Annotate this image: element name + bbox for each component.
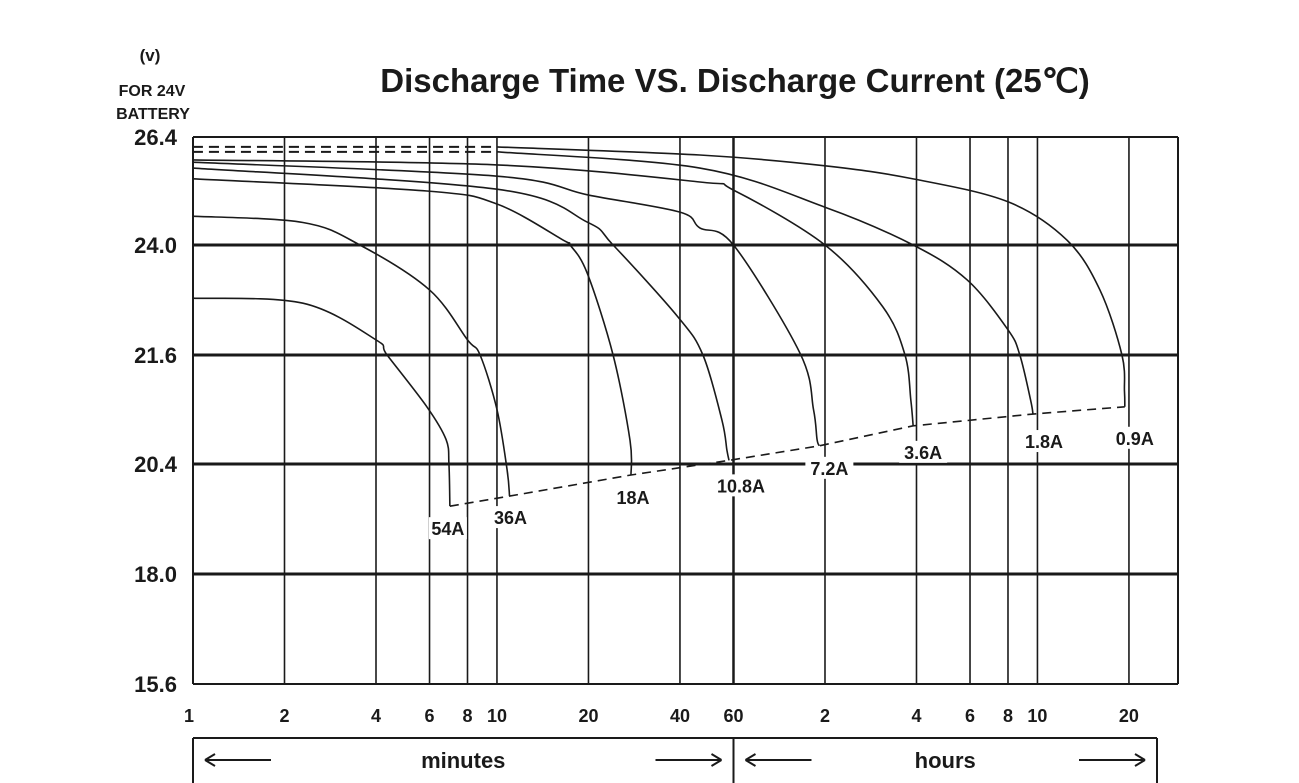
series-label-bg xyxy=(491,506,530,529)
x-tick-label: 10 xyxy=(487,706,507,726)
series-label-1.8A: 1.8A xyxy=(1025,432,1063,452)
curve-1.8A xyxy=(496,151,1034,415)
cutoff-voltage-line xyxy=(449,405,1125,507)
x-tick-label: 6 xyxy=(965,706,975,726)
y-unit-label: (v) xyxy=(140,46,161,65)
series-label-bg xyxy=(1019,430,1068,453)
grid xyxy=(192,136,1179,685)
x-tick-label: 40 xyxy=(670,706,690,726)
y-tick-label: 26.4 xyxy=(134,125,178,150)
series-label-3.6A: 3.6A xyxy=(904,443,942,463)
left-arrowhead-icon xyxy=(744,753,757,767)
y-tick-labels: 26.4 24.0 21.6 20.4 18.0 15.6 xyxy=(134,125,178,697)
curve-3.6A xyxy=(192,159,914,426)
series-label-bg xyxy=(613,486,652,508)
x-tick-label: 6 xyxy=(425,706,435,726)
series-label-bg xyxy=(805,456,854,479)
series-label-bg xyxy=(1110,426,1159,449)
curve-10.8A xyxy=(192,167,730,461)
y-tick-label: 20.4 xyxy=(134,452,178,477)
series-label-36A: 36A xyxy=(494,508,527,528)
x-tick-label: 4 xyxy=(911,706,921,726)
curve-18A xyxy=(192,178,633,476)
series-label-10.8A: 10.8A xyxy=(717,476,765,496)
x-tick-label: 20 xyxy=(578,706,598,726)
curves xyxy=(192,145,1126,507)
x-tick-label: 60 xyxy=(723,706,743,726)
series-labels: 54A 36A 18A 10.8A 7.2A 3.6A 1.8A 0.9A xyxy=(428,426,1159,540)
series-label-0.9A: 0.9A xyxy=(1116,429,1154,449)
series-label-bg xyxy=(712,474,771,497)
y-note-line-1: FOR 24V xyxy=(119,83,186,100)
series-label-54A: 54A xyxy=(431,519,464,539)
x-tick-label: 8 xyxy=(462,706,472,726)
right-arrowhead-icon xyxy=(1134,753,1146,767)
x-tick-label: 2 xyxy=(820,706,830,726)
right-arrowhead-icon xyxy=(710,753,723,767)
series-label-7.2A: 7.2A xyxy=(810,459,848,479)
x-section-label-minutes: minutes xyxy=(421,748,505,773)
x-tick-label: 10 xyxy=(1027,706,1047,726)
x-tick-labels: 1 2 4 6 8 10 20 40 60 2 4 6 8 10 20 xyxy=(184,706,1139,726)
curve-36A xyxy=(192,215,511,497)
x-section-label-hours: hours xyxy=(915,748,976,773)
y-tick-label: 21.6 xyxy=(134,343,177,368)
series-label-bg xyxy=(899,440,948,463)
curve-7.2A xyxy=(192,161,821,447)
y-tick-label: 24.0 xyxy=(134,233,177,258)
chart-title: Discharge Time VS. Discharge Current (25… xyxy=(380,62,1090,99)
x-tick-label: 1 xyxy=(184,706,194,726)
x-tick-label: 8 xyxy=(1003,706,1013,726)
series-label-18A: 18A xyxy=(616,488,649,508)
x-section-bar: minutes hours xyxy=(192,737,1158,783)
y-tick-label: 18.0 xyxy=(134,562,177,587)
y-tick-label: 15.6 xyxy=(134,672,177,697)
left-arrowhead-icon xyxy=(204,753,216,767)
series-label-bg xyxy=(428,517,467,540)
x-tick-label: 20 xyxy=(1119,706,1139,726)
curve-0.9A xyxy=(496,146,1126,407)
x-tick-label: 4 xyxy=(371,706,381,726)
curve-54A xyxy=(192,297,451,507)
y-note-line-2: BATTERY xyxy=(116,106,190,123)
x-tick-label: 2 xyxy=(279,706,289,726)
